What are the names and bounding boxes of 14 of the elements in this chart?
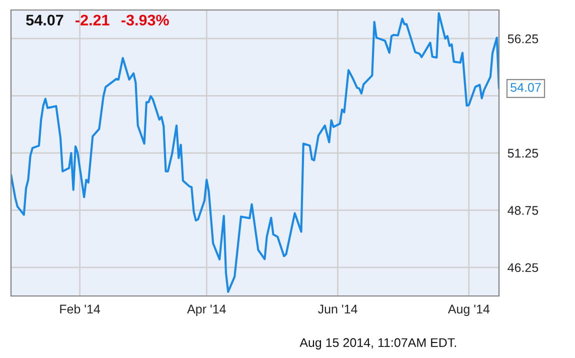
x-tick-label: Feb '14 [60, 304, 100, 314]
annotation: 54.07 [510, 82, 541, 92]
text: Aug 15 2014, 11:07AM EDT. [300, 338, 456, 350]
chart-title: 54.07 [26, 14, 64, 26]
x-tick-label: Apr '14 [187, 304, 226, 316]
y-tick-label: 46.25 [508, 263, 538, 272]
x-tick-label: Aug '14 [448, 304, 490, 316]
y-tick-label: 51.25 [508, 148, 538, 158]
annotation: -2.21 [76, 14, 110, 26]
x-tick-label: Jun '14 [318, 304, 358, 314]
y-tick-label: 56.25 [508, 34, 538, 44]
y-tick-label: 48.75 [508, 206, 538, 215]
annotation: -3.93% [122, 14, 169, 26]
line-series [11, 12, 499, 293]
